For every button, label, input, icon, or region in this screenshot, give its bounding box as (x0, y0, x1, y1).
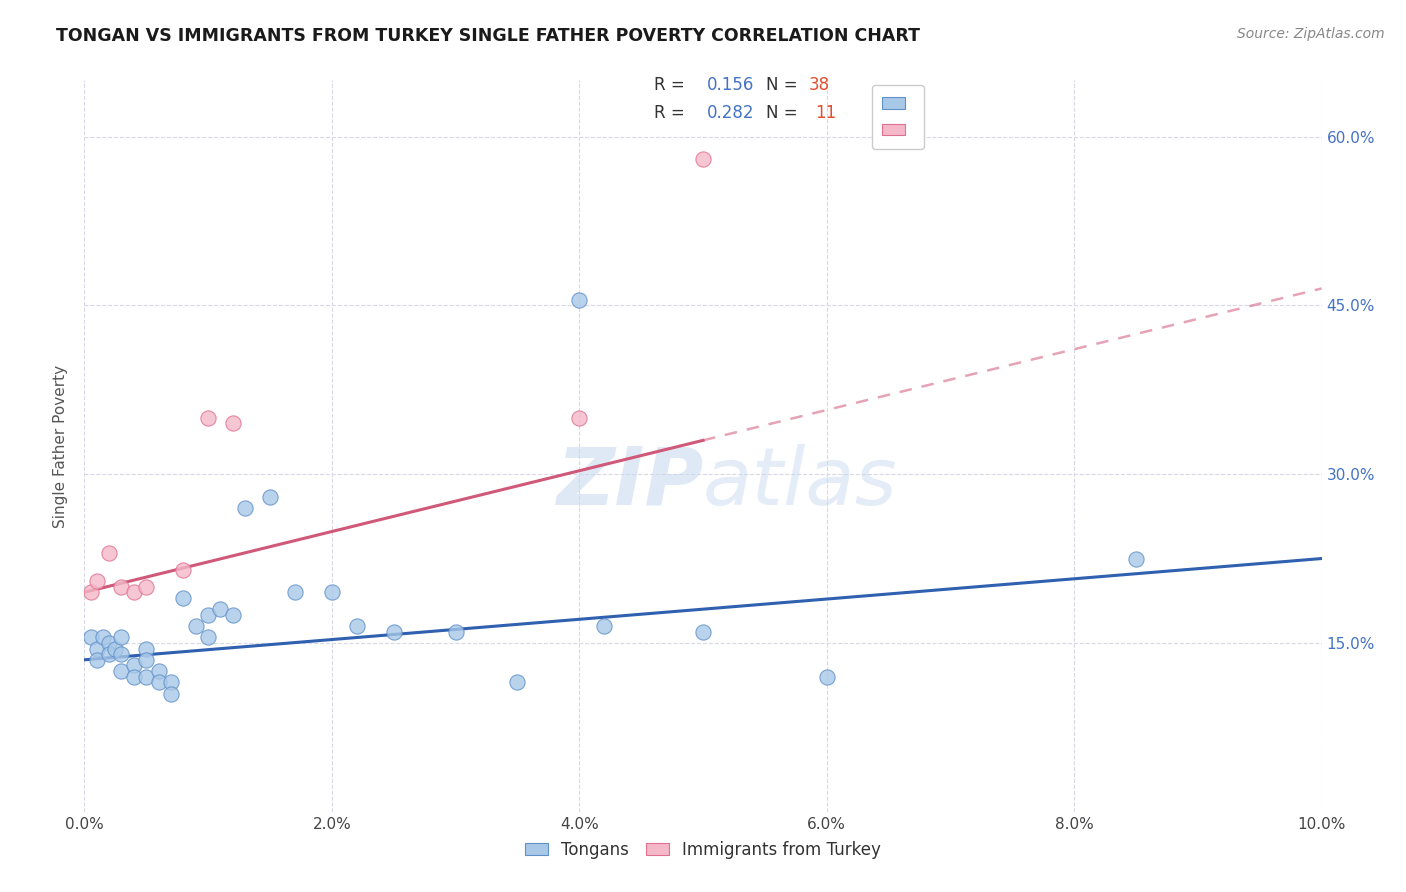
Point (86, 574, 108, 588)
Point (184, 619, 207, 633)
Point (197, 410, 219, 425)
Text: Source: ZipAtlas.com: Source: ZipAtlas.com (1237, 27, 1385, 41)
Text: R =: R = (654, 76, 690, 94)
Text: 0.282: 0.282 (707, 104, 755, 122)
Point (172, 591, 194, 605)
Point (135, 670, 157, 684)
Point (86, 653, 108, 667)
Text: TONGAN VS IMMIGRANTS FROM TURKEY SINGLE FATHER POVERTY CORRELATION CHART: TONGAN VS IMMIGRANTS FROM TURKEY SINGLE … (56, 27, 921, 45)
Legend: Tongans, Immigrants from Turkey: Tongans, Immigrants from Turkey (517, 834, 889, 865)
Point (222, 417, 245, 431)
Point (98, 647, 121, 661)
Point (122, 658, 145, 673)
Point (110, 664, 132, 678)
Point (79, 630, 101, 644)
Point (104, 641, 127, 656)
Point (568, 410, 591, 425)
Point (444, 624, 467, 639)
Point (110, 647, 132, 661)
Text: R =: R = (654, 104, 690, 122)
Point (148, 675, 170, 690)
Point (135, 653, 157, 667)
Point (122, 585, 145, 599)
Point (135, 580, 157, 594)
Text: ZIP: ZIP (555, 443, 703, 522)
Point (506, 675, 529, 690)
Point (321, 585, 343, 599)
Point (160, 675, 183, 690)
Point (172, 563, 194, 577)
Point (110, 630, 132, 644)
Point (110, 580, 132, 594)
Point (86, 641, 108, 656)
Point (197, 607, 219, 622)
Text: 11: 11 (815, 104, 837, 122)
Point (259, 490, 281, 504)
Text: atlas: atlas (703, 443, 898, 522)
Point (122, 670, 145, 684)
Point (222, 607, 245, 622)
Text: N =: N = (766, 104, 803, 122)
Point (593, 619, 616, 633)
Point (160, 687, 183, 701)
Point (382, 624, 405, 639)
Point (815, 670, 838, 684)
Point (233, 500, 256, 515)
Point (79, 585, 101, 599)
Point (98, 636, 121, 650)
Point (209, 602, 232, 616)
Point (148, 664, 170, 678)
Point (692, 624, 714, 639)
Text: 38: 38 (808, 76, 830, 94)
Point (568, 293, 591, 307)
Point (91, 630, 114, 644)
Y-axis label: Single Father Poverty: Single Father Poverty (53, 365, 69, 527)
Point (692, 152, 714, 166)
Point (346, 619, 368, 633)
Point (1125, 551, 1147, 566)
Point (98, 546, 121, 560)
Text: N =: N = (766, 76, 803, 94)
Point (135, 641, 157, 656)
Point (197, 630, 219, 644)
Text: 0.156: 0.156 (707, 76, 755, 94)
Point (284, 585, 307, 599)
